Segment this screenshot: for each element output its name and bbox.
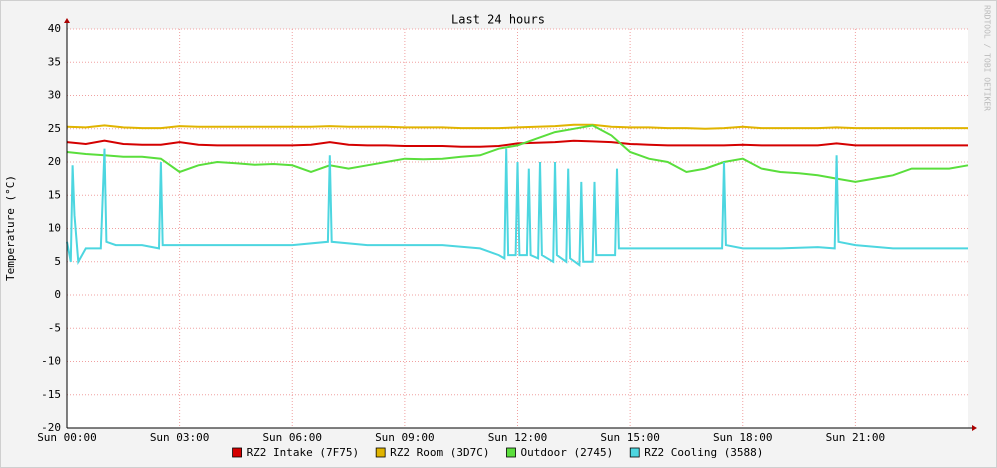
x-tick-label: Sun 21:00	[826, 431, 886, 444]
lines	[66, 123, 969, 268]
y-tick-label: 20	[48, 155, 61, 168]
y-tick-label: 30	[48, 89, 61, 102]
x-tick-label: Sun 12:00	[488, 431, 548, 444]
y-tick-label: 15	[48, 188, 61, 201]
y-tick-label: 0	[54, 288, 61, 301]
legend-label: RZ2 Room (3D7C)	[390, 446, 489, 459]
y-arrow	[64, 18, 70, 23]
x-tick-label: Sun 06:00	[262, 431, 322, 444]
x-arrow	[972, 425, 977, 431]
y-tick-label: -15	[41, 388, 61, 401]
chart-title: Last 24 hours	[451, 13, 545, 27]
legend-label: Outdoor (2745)	[521, 446, 614, 459]
x-tick-label: Sun 15:00	[600, 431, 660, 444]
series-line	[66, 139, 968, 148]
y-axis-label: Temperature (°C)	[4, 175, 17, 281]
x-tick-label: Sun 00:00	[37, 431, 97, 444]
series-line	[66, 124, 969, 183]
series-line	[66, 123, 968, 130]
legend-swatch	[375, 447, 386, 458]
y-tick-label: 10	[48, 222, 61, 235]
legend-label: RZ2 Intake (7F75)	[247, 446, 360, 459]
legend: RZ2 Intake (7F75) RZ2 Room (3D7C) Outdoor …	[232, 446, 763, 459]
legend-label: RZ2 Cooling (3588)	[644, 446, 763, 459]
x-tick-label: Sun 18:00	[713, 431, 773, 444]
y-tick-label: -5	[48, 321, 61, 334]
y-tick-label: 40	[48, 22, 61, 35]
legend-swatch	[506, 447, 516, 458]
x-tick-label: Sun 09:00	[375, 431, 435, 444]
y-tick-label: -10	[41, 355, 61, 368]
series-line	[66, 148, 968, 268]
grid	[66, 28, 968, 429]
legend-swatch	[629, 447, 640, 458]
legend-swatch	[232, 447, 242, 458]
watermark: RRDTOOL / TOBI OETIKER	[983, 5, 992, 111]
y-tick-label: 35	[48, 55, 61, 68]
y-tick-label: 5	[54, 255, 61, 268]
y-tick-label: 25	[48, 122, 61, 135]
y-tick-label: -20	[41, 421, 61, 434]
x-tick-label: Sun 03:00	[150, 431, 210, 444]
